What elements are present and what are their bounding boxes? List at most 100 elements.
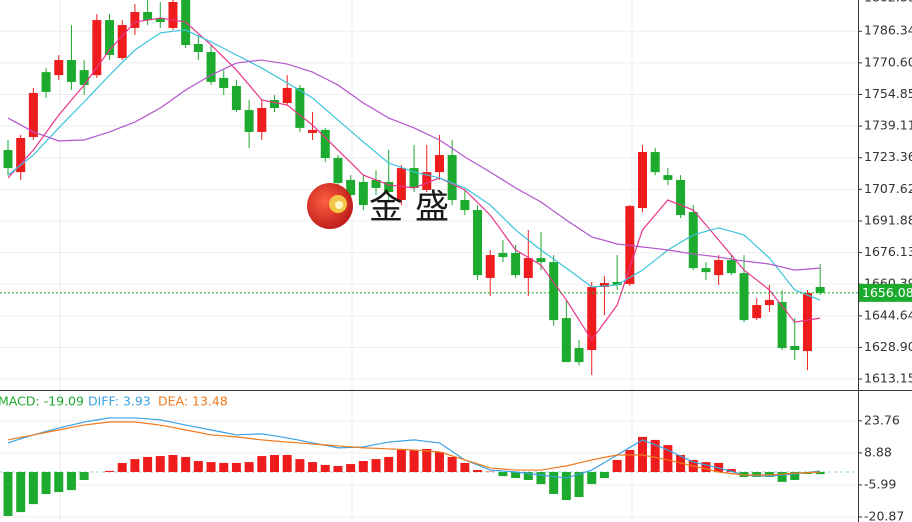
candle-body (752, 305, 762, 319)
macd-bar (3, 472, 13, 516)
macd-bar (574, 472, 584, 498)
candle-body (447, 155, 457, 201)
y-tick-label: 1754.85 (864, 86, 912, 101)
macd-bar (295, 459, 305, 473)
macd-bar (523, 472, 533, 480)
candle-body (396, 168, 406, 201)
macd-bar (257, 456, 267, 473)
candle-body (28, 92, 38, 137)
candle-body (714, 260, 724, 276)
macd-bar (549, 472, 559, 494)
candle-body (346, 179, 356, 195)
macd-bar (54, 472, 64, 493)
macd-bar (193, 461, 203, 473)
macd-bar (701, 462, 711, 473)
candle-body (561, 318, 571, 363)
candle-body (422, 172, 432, 190)
macd-bar (308, 462, 318, 473)
macd-bar (790, 472, 800, 480)
candle-body (574, 348, 584, 363)
price-grid (0, 30, 858, 380)
last-price-label: 1656.08 (862, 285, 912, 300)
macd-bar (663, 445, 673, 473)
candle-body (815, 286, 825, 293)
candle-body (16, 137, 26, 173)
y-tick-label: 1786.34 (864, 23, 912, 38)
y-tick-label: 1676.13 (864, 244, 912, 259)
y-tick-label: -5.99 (864, 476, 896, 491)
macd-bar (155, 456, 165, 473)
y-tick-label: 1723.36 (864, 149, 912, 164)
candle-body (536, 258, 546, 263)
candle-body (701, 268, 711, 273)
legend-entry: MACD: -19.09 (0, 394, 84, 409)
candle-body (523, 258, 533, 278)
macd-bar (143, 456, 153, 473)
candle-body (485, 255, 495, 278)
macd-bar (371, 459, 381, 473)
candle-body (105, 20, 115, 56)
candle-body (269, 100, 279, 109)
indicator-line (7, 29, 821, 301)
macd-bar (16, 472, 26, 513)
candle-body (282, 87, 292, 104)
y-tick-label: 8.88 (864, 444, 892, 459)
macd-bar (612, 459, 622, 473)
candle-body (193, 43, 203, 53)
candle-body (3, 150, 13, 169)
macd-bar (231, 462, 241, 473)
price-axis: 1802.89 1786.34 1770.60 1754.85 1739.11 1723.… (858, 0, 912, 386)
indicator-line (7, 59, 821, 271)
indicator-line (7, 421, 821, 476)
candle-body (764, 300, 774, 306)
candle-body (320, 129, 330, 159)
candle-body (549, 262, 559, 321)
candle-body (511, 253, 521, 276)
macd-bar (333, 465, 343, 473)
legend-entry: DIFF: 3.93 (88, 394, 151, 409)
macd-bar (181, 456, 191, 473)
macd-bar (206, 462, 216, 473)
candle-body (599, 282, 609, 287)
macd-bar (219, 462, 229, 473)
candle-body (676, 179, 686, 216)
macd-bar (625, 450, 635, 473)
macd-bar (117, 462, 127, 473)
macd-bar (41, 472, 51, 494)
macd-bar (447, 456, 457, 473)
candle-body (663, 175, 673, 180)
macd-bar (473, 470, 483, 473)
macd-bar (28, 472, 38, 505)
candle-body (802, 293, 812, 352)
legend-entry: DEA: 13.48 (158, 394, 228, 409)
y-tick-label: 23.76 (864, 412, 900, 427)
candle-body (498, 253, 508, 258)
candle-body (54, 60, 64, 76)
candle-body (155, 18, 165, 23)
y-tick-label: 1802.89 (864, 0, 912, 5)
candle-body (434, 155, 444, 173)
price-plot (0, 0, 858, 376)
candle-body (726, 260, 736, 274)
candle-body (473, 210, 483, 276)
macd-bar (815, 472, 825, 475)
candle-body (295, 87, 305, 128)
macd-bar (168, 454, 178, 473)
macd-bar (561, 472, 571, 501)
y-tick-label: 1707.62 (864, 181, 912, 196)
candle-body (409, 168, 419, 188)
macd-bar (587, 472, 597, 485)
macd-bar (434, 451, 444, 473)
macd-bar (498, 472, 508, 477)
y-tick-label: -20.87 (864, 508, 904, 522)
macd-bar (269, 454, 279, 473)
candle-body (41, 72, 51, 92)
candle-body (612, 281, 622, 285)
macd-bar (396, 450, 406, 473)
macd-bar (460, 462, 470, 473)
candle-body (219, 77, 229, 88)
macd-bar (244, 462, 254, 473)
candle-body (638, 152, 647, 209)
y-tick-label: 1628.90 (864, 339, 912, 354)
logo-dot-inner (335, 201, 343, 209)
